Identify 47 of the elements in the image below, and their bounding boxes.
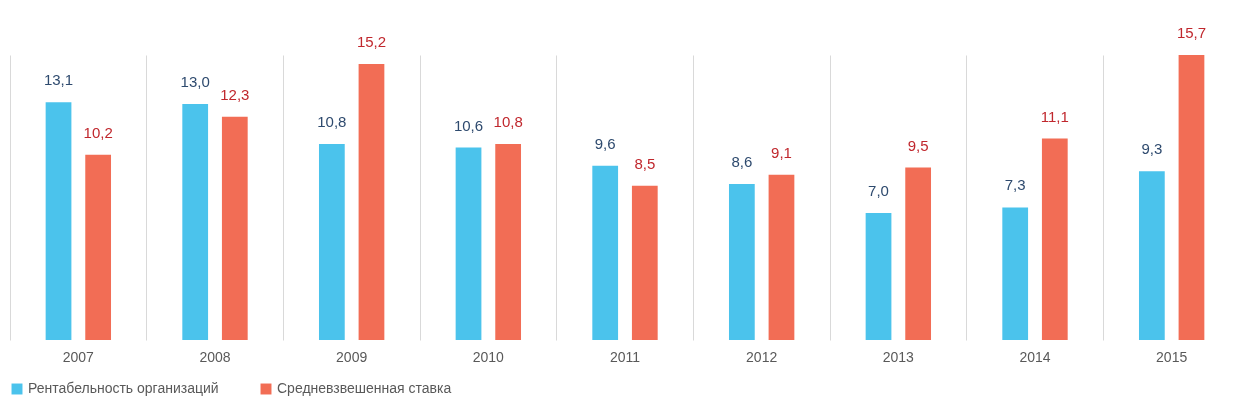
- legend-label: Рентабельность организаций: [28, 380, 219, 396]
- bar: [182, 104, 209, 340]
- bar: [85, 154, 112, 340]
- data-label: 8,5: [634, 154, 656, 172]
- bar: [592, 165, 619, 340]
- legend-label: Средневзвешенная ставка: [277, 380, 452, 396]
- x-tick-label: 2015: [1156, 348, 1188, 365]
- bar: [221, 116, 248, 340]
- data-label: 10,6: [453, 116, 484, 134]
- bar: [631, 185, 658, 340]
- data-label: 9,5: [907, 136, 929, 154]
- bar: [318, 143, 345, 340]
- bar: [1041, 138, 1068, 340]
- x-tick-label: 2011: [609, 348, 641, 365]
- x-tick-label: 2010: [472, 348, 505, 365]
- bar: [1002, 207, 1029, 340]
- x-tick-label: 2014: [1019, 348, 1051, 365]
- data-label: 13,0: [180, 73, 210, 91]
- data-label: 9,1: [771, 143, 792, 161]
- data-label: 11,1: [1040, 107, 1069, 125]
- x-tick-label: 2007: [62, 348, 95, 365]
- data-label: 13,1: [43, 71, 74, 89]
- bar: [45, 102, 72, 340]
- bar: [768, 174, 795, 340]
- data-label: 10,8: [317, 112, 347, 130]
- data-label: 9,6: [594, 134, 616, 152]
- bar: [455, 147, 482, 340]
- data-label: 9,3: [1141, 140, 1163, 158]
- data-label: 15,7: [1176, 24, 1207, 41]
- bar: [1138, 171, 1165, 340]
- x-tick-label: 2009: [336, 348, 368, 365]
- data-label: 10,8: [493, 112, 523, 130]
- bar: [865, 212, 892, 340]
- bar: [905, 167, 932, 340]
- bar: [1178, 55, 1205, 340]
- x-tick-label: 2008: [199, 348, 231, 365]
- data-label: 8,6: [731, 152, 753, 170]
- data-label: 15,2: [356, 33, 387, 51]
- data-label: 12,3: [220, 85, 250, 103]
- bar: [495, 143, 522, 340]
- data-label: 10,2: [83, 123, 113, 141]
- x-tick-label: 2012: [746, 348, 778, 365]
- bar: [728, 183, 755, 340]
- bar: [358, 64, 385, 340]
- data-label: 7,3: [1004, 176, 1026, 194]
- x-tick-label: 2013: [882, 348, 915, 365]
- data-label: 7,0: [868, 181, 889, 199]
